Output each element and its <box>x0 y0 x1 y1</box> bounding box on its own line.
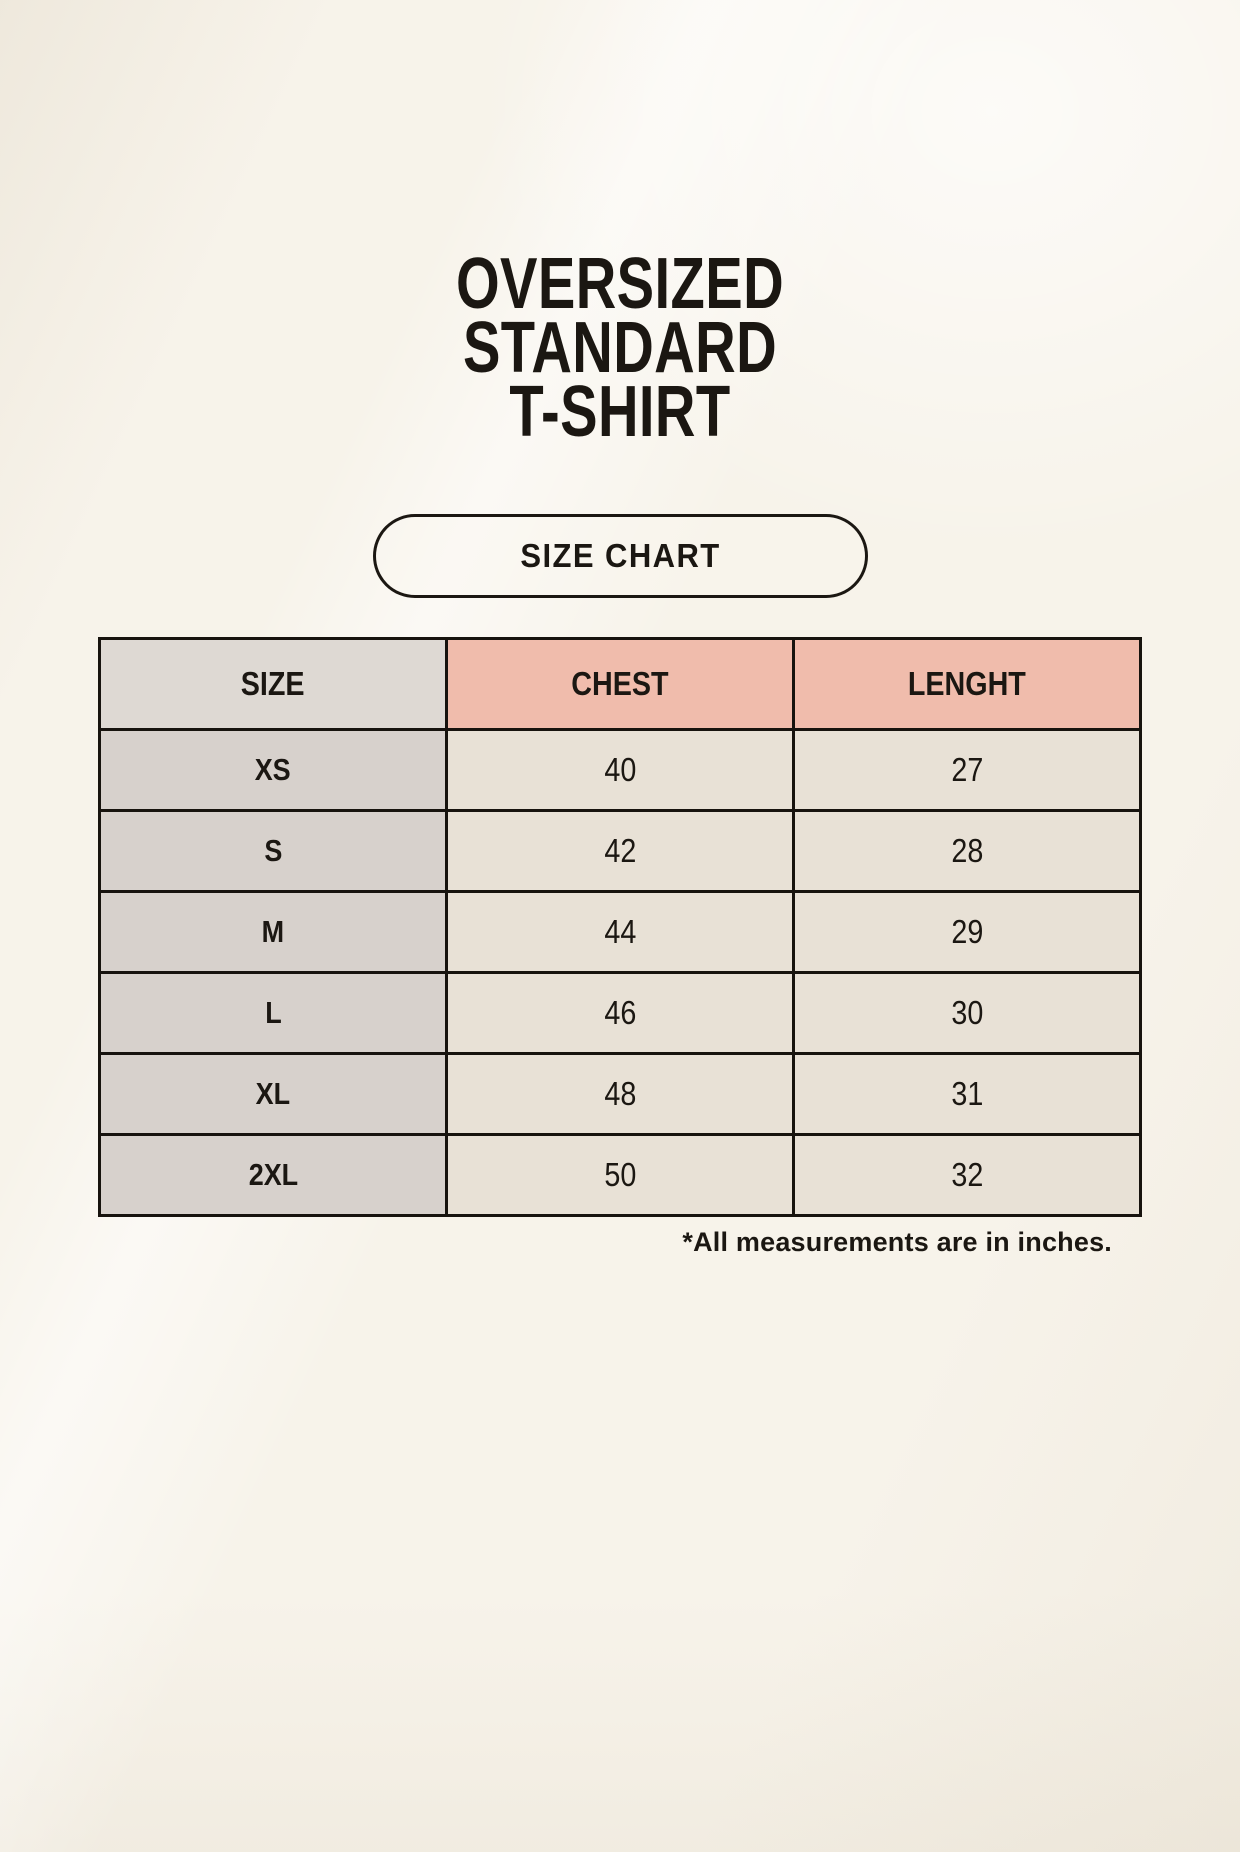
cell-s-length: 28 <box>792 809 1142 893</box>
cell-xs-length-value: 27 <box>951 751 983 788</box>
cell-xs-length: 27 <box>792 728 1142 812</box>
size-chart-badge-label: SIZE CHART <box>519 537 721 574</box>
cell-2xl-chest-value: 50 <box>604 1156 636 1193</box>
column-header-length: LENGHT <box>792 637 1142 731</box>
cell-l-chest-value: 46 <box>604 994 636 1031</box>
cell-xl-chest: 48 <box>445 1052 795 1136</box>
row-label-s: S <box>98 809 448 893</box>
row-label-xs: XS <box>98 728 448 812</box>
row-label-m-text: M <box>261 914 285 949</box>
cell-s-chest-value: 42 <box>604 832 636 869</box>
cell-l-length: 30 <box>792 971 1142 1055</box>
cell-xs-chest: 40 <box>445 728 795 812</box>
row-label-xl: XL <box>98 1052 448 1136</box>
cell-xl-chest-value: 48 <box>604 1075 636 1112</box>
row-label-l: L <box>98 971 448 1055</box>
cell-2xl-length: 32 <box>792 1133 1142 1217</box>
measurements-footnote: *All measurements are in inches. <box>682 1227 1112 1257</box>
cell-l-chest: 46 <box>445 971 795 1055</box>
cell-m-length-value: 29 <box>951 913 983 950</box>
cell-xl-length: 31 <box>792 1052 1142 1136</box>
cell-m-chest: 44 <box>445 890 795 974</box>
cell-m-length: 29 <box>792 890 1142 974</box>
cell-l-length-value: 30 <box>951 994 983 1031</box>
cell-m-chest-value: 44 <box>604 913 636 950</box>
page-title-line-1: OVERSIZED <box>455 244 785 324</box>
cell-xl-length-value: 31 <box>951 1075 983 1112</box>
cell-2xl-chest: 50 <box>445 1133 795 1217</box>
table-row-2xl: 2XL 50 32 <box>98 1133 1142 1217</box>
column-header-chest-label: CHEST <box>571 665 669 702</box>
row-label-l-text: L <box>264 995 282 1030</box>
column-header-size-label: SIZE <box>241 665 305 702</box>
cell-s-length-value: 28 <box>951 832 983 869</box>
table-header-row: SIZE CHEST LENGHT <box>98 637 1142 731</box>
size-chart-table: SIZE CHEST LENGHT XS 40 27 S 42 28 M 44 … <box>98 637 1142 1217</box>
row-label-s-text: S <box>264 833 282 868</box>
cell-s-chest: 42 <box>445 809 795 893</box>
table-row-m: M 44 29 <box>98 890 1142 974</box>
page-title-line-3: T-SHIRT <box>509 372 731 452</box>
cell-xs-chest-value: 40 <box>604 751 636 788</box>
row-label-m: M <box>98 890 448 974</box>
page-title-line-2: STANDARD <box>462 308 778 388</box>
row-label-xl-text: XL <box>255 1076 291 1111</box>
table-row-xl: XL 48 31 <box>98 1052 1142 1136</box>
row-label-2xl-text: 2XL <box>248 1157 298 1192</box>
row-label-xs-text: XS <box>255 752 291 787</box>
row-label-2xl: 2XL <box>98 1133 448 1217</box>
cell-2xl-length-value: 32 <box>951 1156 983 1193</box>
column-header-length-label: LENGHT <box>907 665 1027 702</box>
column-header-chest: CHEST <box>445 637 795 731</box>
page-title: OVERSIZED STANDARD T-SHIRT <box>136 244 1103 452</box>
size-chart-badge: SIZE CHART <box>372 514 868 598</box>
table-row-s: S 42 28 <box>98 809 1142 893</box>
table-row-xs: XS 40 27 <box>98 728 1142 812</box>
column-header-size: SIZE <box>98 637 448 731</box>
table-row-l: L 46 30 <box>98 971 1142 1055</box>
